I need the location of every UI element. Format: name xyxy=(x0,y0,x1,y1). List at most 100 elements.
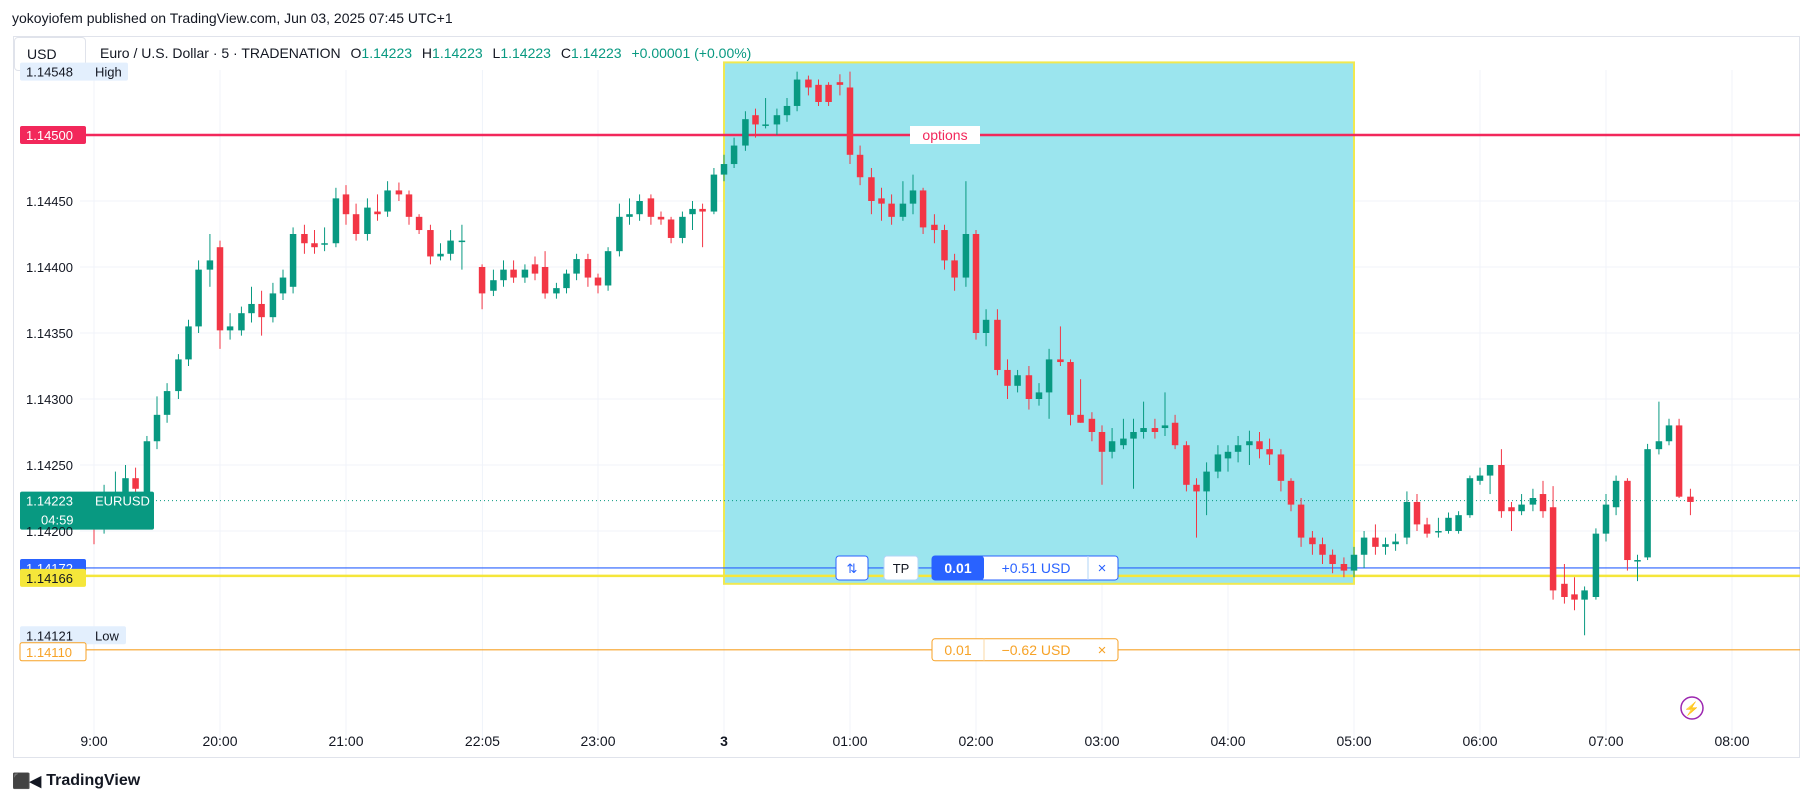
tp-button-label: TP xyxy=(893,561,910,576)
candle xyxy=(163,383,171,423)
candle-body xyxy=(500,269,507,281)
candle xyxy=(1392,533,1399,551)
candle-body xyxy=(279,277,287,294)
candle-body xyxy=(846,87,854,155)
candle xyxy=(342,185,350,225)
candle-body xyxy=(1403,501,1411,538)
candle-body xyxy=(132,478,139,489)
candle xyxy=(742,111,749,151)
tradingview-logo-icon: ⬛◀ xyxy=(12,773,41,790)
candle xyxy=(1413,494,1421,531)
options-price-label: 1.14500 xyxy=(26,128,73,143)
candle-body xyxy=(636,201,643,215)
reverse-button xyxy=(835,555,869,581)
candle xyxy=(1045,348,1053,419)
candle-body xyxy=(982,319,990,333)
candle xyxy=(584,253,592,287)
candle xyxy=(1098,425,1106,485)
candle-body xyxy=(1435,531,1442,533)
candle-body xyxy=(1108,441,1116,452)
brand-footer[interactable]: ⬛◀ TradingView xyxy=(12,772,140,790)
candle xyxy=(815,79,822,106)
candle xyxy=(1287,478,1295,512)
x-tick-label: 05:00 xyxy=(1336,733,1371,749)
candle xyxy=(730,137,738,168)
candle xyxy=(279,269,287,300)
candle xyxy=(1161,392,1169,436)
candle-body xyxy=(1445,517,1452,531)
candle-body xyxy=(1687,496,1694,502)
options-label-bg xyxy=(910,126,980,144)
candle xyxy=(594,273,602,294)
candle xyxy=(500,260,507,287)
candle-body xyxy=(437,253,444,257)
candle-body xyxy=(342,194,350,215)
candle xyxy=(541,251,549,299)
candle xyxy=(490,269,497,297)
candle-body xyxy=(1130,432,1137,439)
candle xyxy=(1655,401,1663,455)
candle-body xyxy=(1423,524,1431,534)
candle xyxy=(604,247,612,291)
candle xyxy=(1498,449,1505,518)
candle xyxy=(563,269,570,294)
candle-body xyxy=(1183,445,1190,485)
candle-body xyxy=(521,269,529,278)
candle xyxy=(1234,435,1242,463)
y-tick-label: 1.14450 xyxy=(26,194,73,209)
last-price-label: 1.14223 xyxy=(26,494,73,509)
candle-body xyxy=(311,243,318,248)
candle-body xyxy=(1297,504,1305,538)
candle-body xyxy=(931,224,938,231)
candle xyxy=(1665,418,1673,446)
y-tick-label: 1.14400 xyxy=(26,260,73,275)
options-label: options xyxy=(922,127,967,143)
candle-body xyxy=(1382,544,1389,547)
candle xyxy=(679,211,686,244)
candle-body xyxy=(962,234,970,278)
candle xyxy=(311,230,318,254)
candle-body xyxy=(1549,507,1557,591)
candle xyxy=(1476,467,1484,485)
low-tag: Low xyxy=(95,628,119,643)
highlight-zone xyxy=(723,61,1355,585)
candle-body xyxy=(122,478,129,495)
y-tick-label: 1.14250 xyxy=(26,458,73,473)
candle xyxy=(1372,524,1379,555)
candle-body xyxy=(667,219,675,238)
candle-body xyxy=(878,198,885,204)
candle xyxy=(1340,557,1348,578)
y-tick-label: 1.14200 xyxy=(26,524,73,539)
candle xyxy=(332,187,340,248)
candle xyxy=(1203,462,1210,516)
candle xyxy=(1644,443,1651,561)
candle xyxy=(226,313,234,340)
reverse-icon: ⇅ xyxy=(847,561,858,576)
candle xyxy=(1246,430,1253,465)
candle xyxy=(185,319,192,366)
candle xyxy=(1561,564,1568,604)
candle-body xyxy=(994,319,1001,370)
candle-body xyxy=(1581,590,1588,600)
candle-body xyxy=(856,154,864,178)
symbol-title[interactable]: Euro / U.S. Dollar · 5 · TRADENATION xyxy=(100,45,341,61)
candle xyxy=(352,203,360,241)
candle-body xyxy=(301,234,308,244)
low-tag-bg xyxy=(20,626,126,645)
candle xyxy=(667,216,675,244)
candle-body xyxy=(238,313,245,331)
candle-body xyxy=(458,240,466,243)
candle-body xyxy=(185,326,192,360)
candle xyxy=(825,82,832,106)
candle xyxy=(427,224,434,265)
candle xyxy=(1193,478,1200,538)
candle xyxy=(1486,465,1494,495)
candle-body xyxy=(1466,478,1474,516)
candle xyxy=(1277,449,1285,492)
close-label: C xyxy=(560,45,571,61)
candle xyxy=(1602,494,1610,542)
brand-name: TradingView xyxy=(46,772,141,789)
change-value: +0.00001 (+0.00%) xyxy=(631,45,752,61)
candle-body xyxy=(762,124,769,126)
